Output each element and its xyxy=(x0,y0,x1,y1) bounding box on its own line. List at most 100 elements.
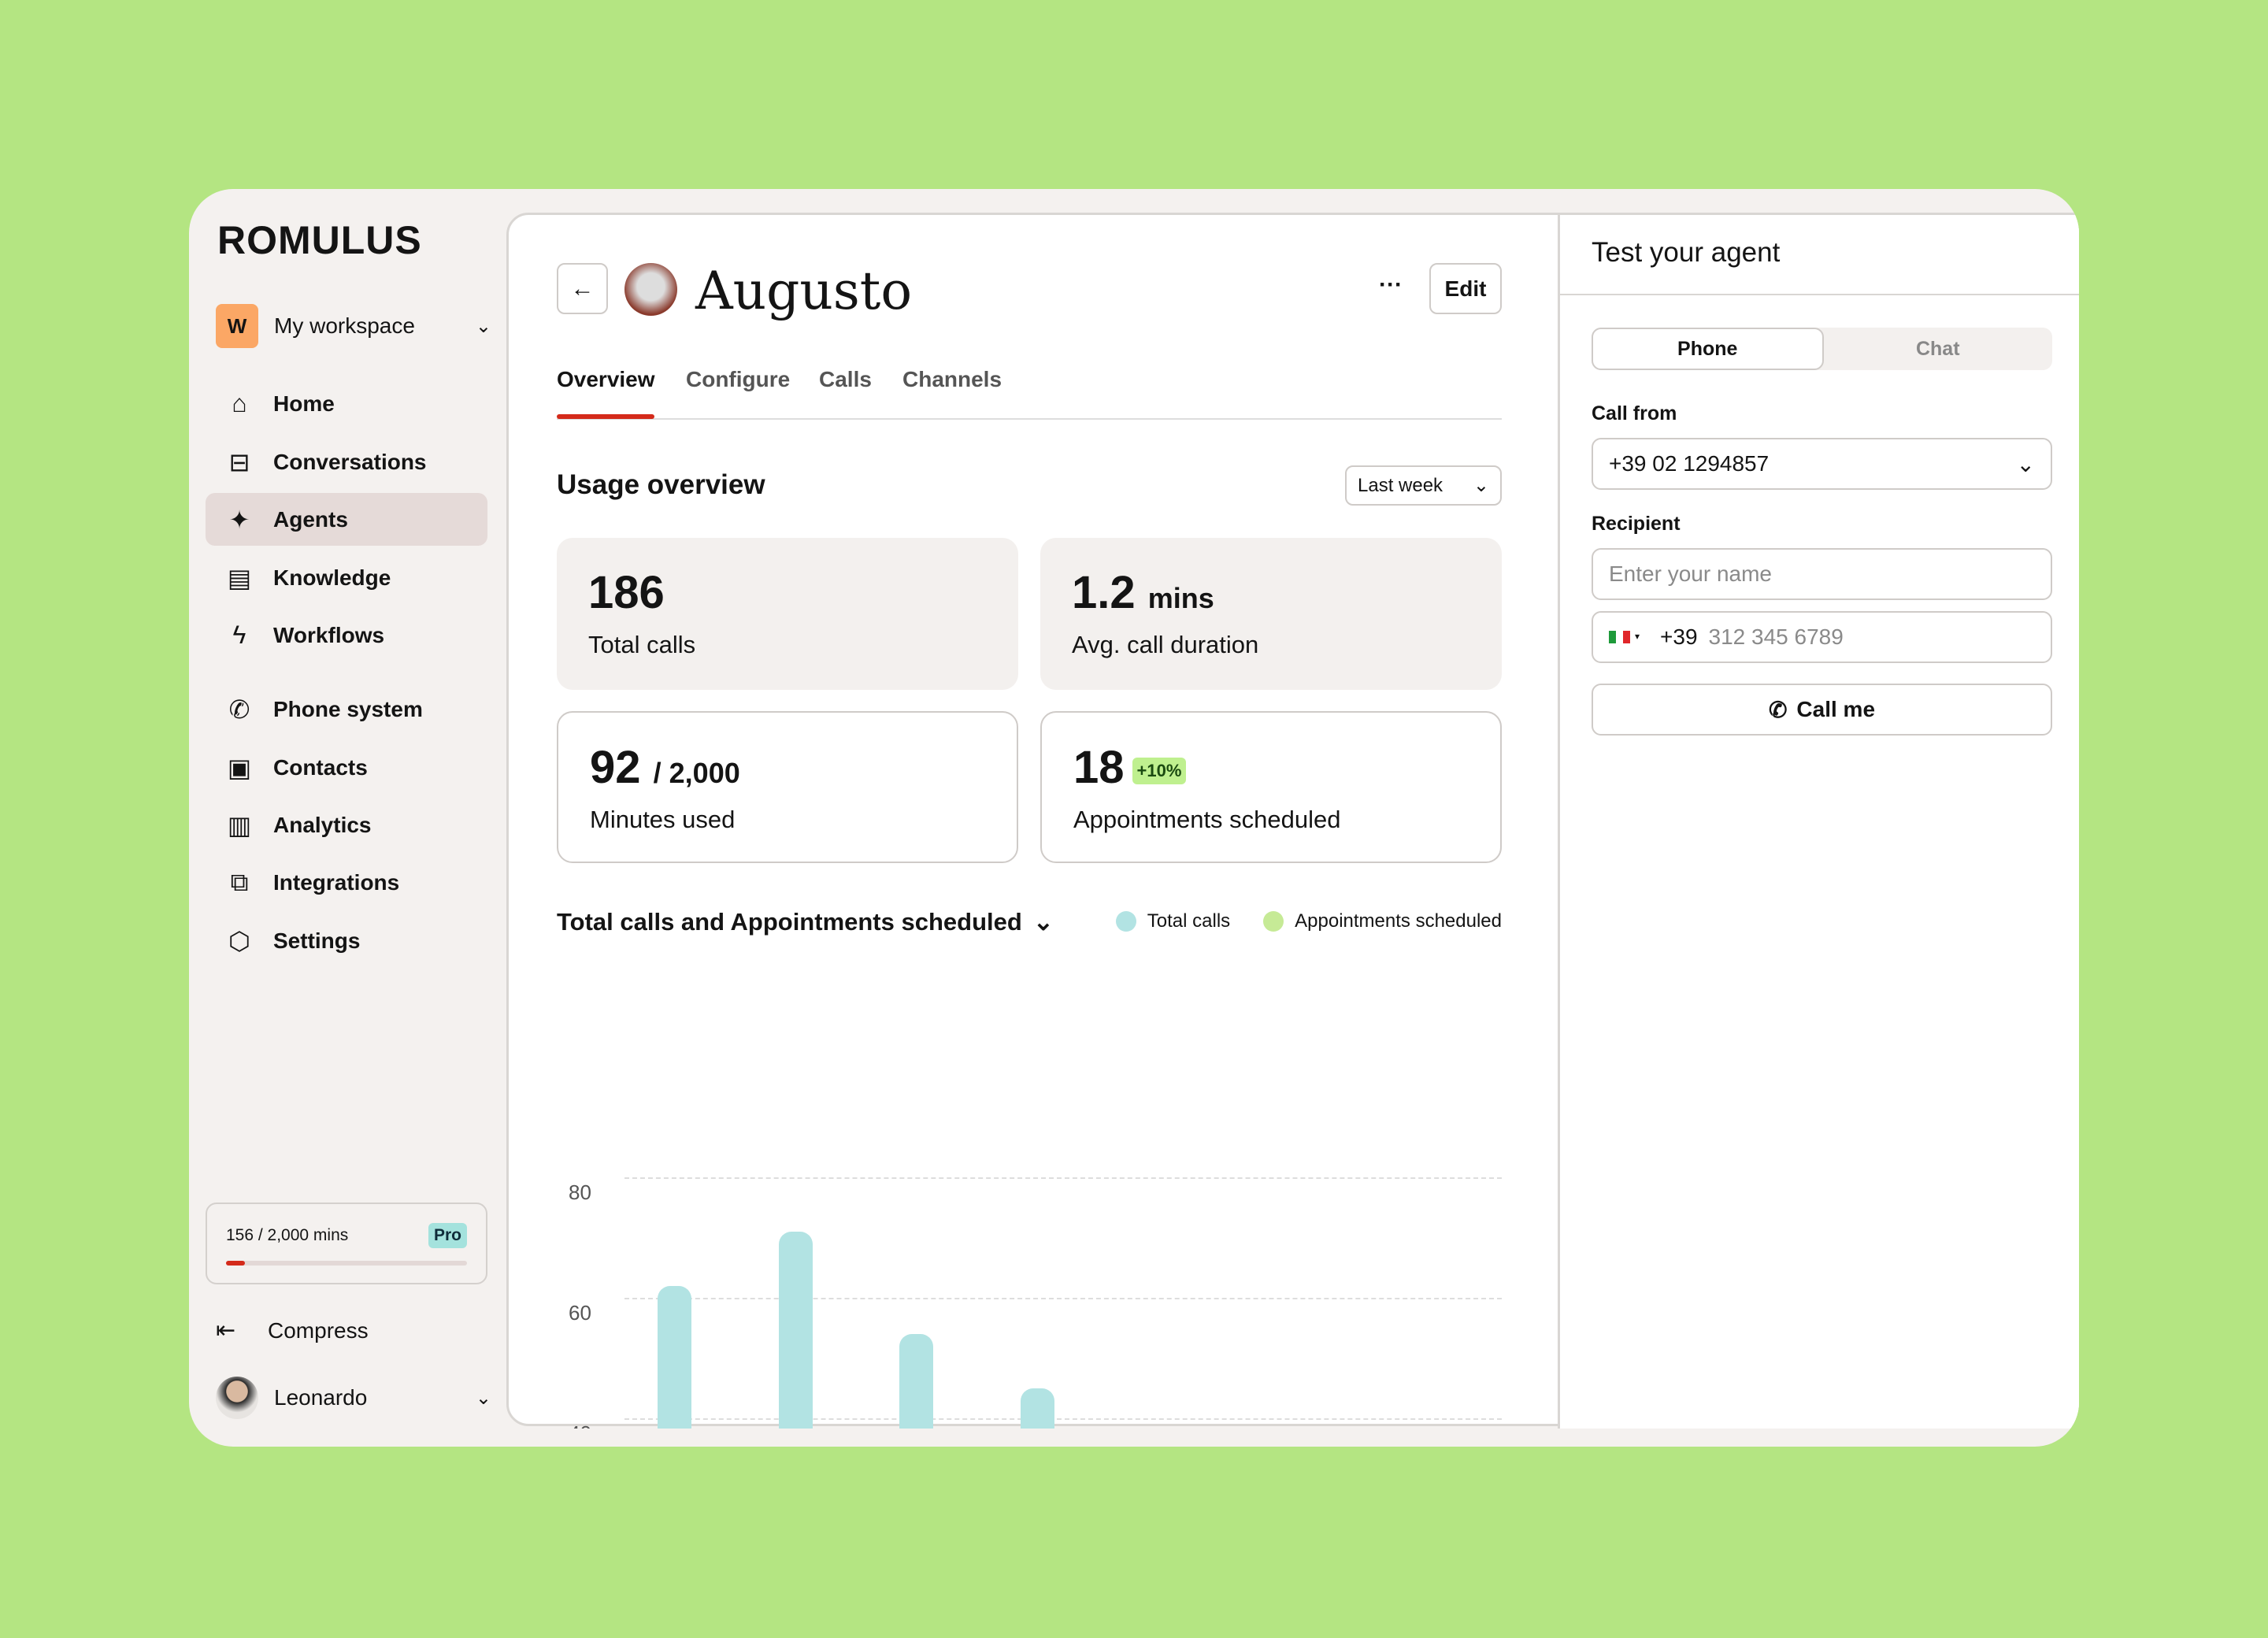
sidebar-item-label: Integrations xyxy=(273,869,400,895)
sidebar-item-contacts[interactable]: ▣ Contacts xyxy=(206,741,487,794)
bar-total-calls[interactable] xyxy=(1021,1388,1054,1429)
sidebar-item-home[interactable]: ⌂ Home xyxy=(206,377,487,430)
inbox-icon: ⊟ xyxy=(228,447,250,476)
edit-button[interactable]: Edit xyxy=(1429,263,1502,314)
active-tab-indicator xyxy=(557,414,654,419)
sidebar-item-label: Phone system xyxy=(273,696,423,721)
call-from-value: +39 02 1294857 xyxy=(1609,451,1770,476)
sidebar-item-workflows[interactable]: ϟ Workflows xyxy=(206,609,487,662)
sidebar-item-agents[interactable]: ✦ Agents xyxy=(206,493,487,546)
usage-meter: 156 / 2,000 mins Pro xyxy=(206,1203,487,1284)
call-me-button[interactable]: ✆ Call me xyxy=(1592,684,2052,736)
tab-calls[interactable]: Calls xyxy=(819,367,872,391)
legend-label: Total calls xyxy=(1147,910,1231,932)
contacts-icon: ▣ xyxy=(227,753,252,782)
test-panel-title: Test your agent xyxy=(1592,237,1781,268)
sidebar-item-label: Settings xyxy=(273,928,361,953)
tab-channels[interactable]: Channels xyxy=(902,367,1002,391)
stat-card-total-calls: 186 Total calls xyxy=(557,538,1018,690)
bar-chart-icon: ▥ xyxy=(227,810,252,839)
chevron-down-icon: ⌄ xyxy=(1473,475,1489,496)
plan-badge: Pro xyxy=(428,1223,467,1248)
bar-total-calls[interactable] xyxy=(899,1333,933,1429)
gridline xyxy=(624,1418,1502,1420)
home-icon: ⌂ xyxy=(232,389,247,417)
bar-total-calls[interactable] xyxy=(658,1285,691,1429)
recipient-phone-input[interactable]: ▾ +39 312 345 6789 xyxy=(1592,611,2052,663)
stat-label: Appointments scheduled xyxy=(1073,806,1341,833)
test-agent-panel: Test your agent Phone Chat Call from +39… xyxy=(1558,215,2079,1429)
arrow-left-icon: ← xyxy=(570,275,595,302)
country-code: +39 xyxy=(1660,624,1698,649)
agent-avatar xyxy=(624,263,677,316)
tabs-divider xyxy=(557,418,1502,420)
usage-progress-fill xyxy=(226,1261,245,1266)
phone-placeholder: 312 345 6789 xyxy=(1708,624,1844,649)
panel-divider xyxy=(1560,294,2079,295)
back-button[interactable]: ← xyxy=(557,263,608,314)
more-options-button[interactable]: ··· xyxy=(1379,272,1403,298)
period-dropdown[interactable]: Last week ⌄ xyxy=(1345,465,1502,506)
sidebar-item-analytics[interactable]: ▥ Analytics xyxy=(206,799,487,851)
tab-configure[interactable]: Configure xyxy=(686,367,791,391)
stat-unit: mins xyxy=(1147,582,1214,614)
italy-flag-icon[interactable]: ▾ xyxy=(1609,631,1640,643)
tab-overview[interactable]: Overview xyxy=(557,367,655,391)
sidebar-item-label: Contacts xyxy=(273,754,368,780)
sidebar-item-label: Workflows xyxy=(273,622,385,647)
sidebar-item-label: Conversations xyxy=(273,449,427,474)
call-me-label: Call me xyxy=(1796,697,1876,721)
sparkles-icon: ✦ xyxy=(228,505,250,534)
stat-value: 1.2 xyxy=(1072,567,1136,618)
app-window: ROMULUS W My workspace ⌄ ⌂ Home ⊟ Conversat… xyxy=(189,189,2079,1447)
sidebar-item-label: Knowledge xyxy=(273,565,391,590)
usage-text: 156 / 2,000 mins xyxy=(226,1226,349,1244)
recipient-name-input[interactable]: Enter your name xyxy=(1592,548,2052,600)
stat-value: 186 xyxy=(588,567,665,618)
stat-label: Avg. call duration xyxy=(1072,631,1259,658)
recipient-label: Recipient xyxy=(1592,513,1681,535)
gridline xyxy=(624,1177,1502,1179)
change-badge: +10% xyxy=(1132,757,1187,784)
usage-overview-title: Usage overview xyxy=(557,469,765,500)
sidebar-item-label: Analytics xyxy=(273,812,372,837)
bar-chart: 80604020 xyxy=(509,924,1532,1429)
user-name: Leonardo xyxy=(274,1385,368,1410)
collapse-icon: ⇤ xyxy=(216,1317,236,1343)
chart-legend: Total calls Appointments scheduled xyxy=(1069,910,1502,932)
usage-progress xyxy=(226,1261,467,1266)
sidebar-item-integrations[interactable]: ⧉ Integrations xyxy=(206,856,487,909)
sidebar-item-label: Agents xyxy=(273,506,348,532)
call-from-select[interactable]: +39 02 1294857 ⌄ xyxy=(1592,438,2052,490)
book-icon: ▤ xyxy=(227,563,252,592)
stat-card-avg-duration: 1.2 mins Avg. call duration xyxy=(1040,538,1502,690)
sidebar-item-conversations[interactable]: ⊟ Conversations xyxy=(206,435,487,488)
sidebar-item-settings[interactable]: ⬡ Settings xyxy=(206,914,487,967)
workspace-switcher[interactable]: W My workspace ⌄ xyxy=(216,304,491,348)
workspace-avatar: W xyxy=(216,304,258,348)
stat-value: 18 xyxy=(1073,742,1125,793)
legend-swatch-appointments xyxy=(1263,911,1284,932)
call-from-label: Call from xyxy=(1592,402,1677,424)
stat-card-minutes: 92 / 2,000 Minutes used xyxy=(557,711,1018,863)
legend-swatch-total-calls xyxy=(1115,911,1136,932)
chart-selector[interactable]: Total calls and Appointments scheduled ⌄ xyxy=(557,908,1054,936)
stat-label: Minutes used xyxy=(590,806,736,833)
sidebar-item-phone-system[interactable]: ✆ Phone system xyxy=(206,683,487,736)
mode-chat[interactable]: Chat xyxy=(1915,337,1960,360)
bar-total-calls[interactable] xyxy=(779,1231,813,1429)
chevron-down-icon: ⌄ xyxy=(475,1387,491,1409)
gridline xyxy=(624,1298,1502,1299)
stat-total: / 2,000 xyxy=(653,757,740,789)
compress-button[interactable]: ⇤ Compress xyxy=(216,1317,369,1344)
main-panel: ← Augusto ··· Edit Overview Configure Ca… xyxy=(506,213,2079,1429)
period-value: Last week xyxy=(1358,474,1443,496)
y-tick-label: 80 xyxy=(569,1180,591,1204)
y-tick-label: 60 xyxy=(569,1301,591,1325)
sidebar-item-knowledge[interactable]: ▤ Knowledge xyxy=(206,551,487,604)
workspace-name: My workspace xyxy=(274,313,415,338)
mode-phone[interactable]: Phone xyxy=(1592,328,1824,370)
user-menu[interactable]: Leonardo ⌄ xyxy=(216,1377,491,1419)
romulus-logo: ROMULUS xyxy=(217,218,422,262)
phone-icon: ✆ xyxy=(1768,697,1788,722)
